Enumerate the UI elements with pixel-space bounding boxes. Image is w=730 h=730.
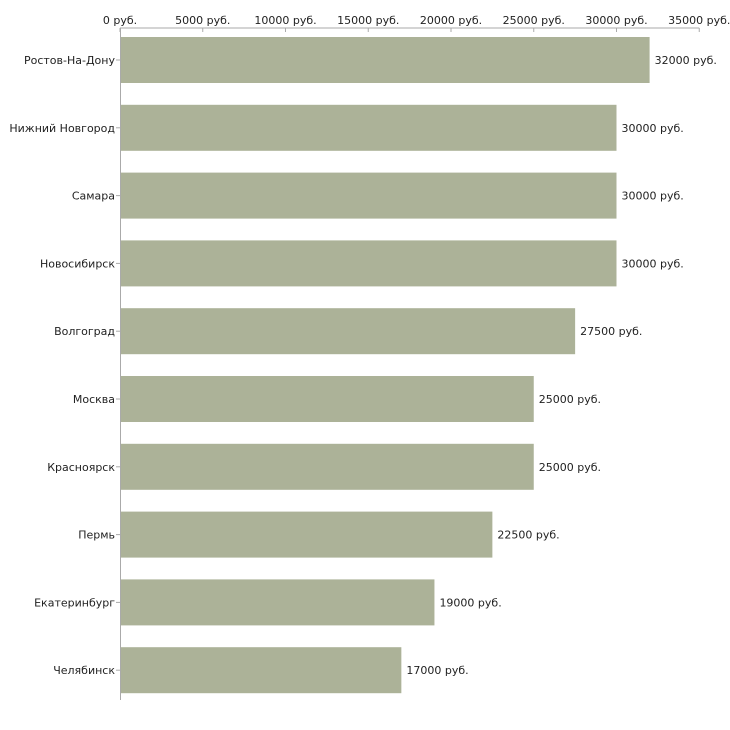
x-tick-label: 5000 руб. bbox=[175, 14, 230, 27]
bar bbox=[121, 647, 402, 694]
category-label: Пермь bbox=[78, 529, 115, 542]
category-label: Красноярск bbox=[47, 461, 115, 474]
category-label: Ростов-На-Дону bbox=[24, 54, 115, 67]
bar bbox=[121, 579, 435, 626]
bar bbox=[121, 443, 534, 490]
x-tick-label: 10000 руб. bbox=[254, 14, 316, 27]
value-label: 32000 руб. bbox=[655, 54, 717, 67]
value-label: 19000 руб. bbox=[439, 596, 501, 609]
bar bbox=[121, 172, 617, 219]
value-label: 27500 руб. bbox=[580, 325, 642, 338]
value-label: 30000 руб. bbox=[622, 122, 684, 135]
category-label: Новосибирск bbox=[40, 257, 115, 270]
bar bbox=[121, 240, 617, 287]
value-label: 17000 руб. bbox=[406, 664, 468, 677]
x-tick-label: 35000 руб. bbox=[668, 14, 730, 27]
bar bbox=[121, 37, 650, 83]
category-label: Москва bbox=[73, 393, 115, 406]
x-tick-label: 0 руб. bbox=[103, 14, 137, 27]
value-label: 22500 руб. bbox=[497, 529, 559, 542]
value-label: 25000 руб. bbox=[539, 461, 601, 474]
value-labels-group: 32000 руб. 30000 руб. 30000 руб. 30000 руб.… bbox=[406, 54, 717, 677]
value-label: 30000 руб. bbox=[622, 257, 684, 270]
category-label: Екатеринбург bbox=[34, 596, 115, 609]
bars-group bbox=[121, 37, 650, 694]
x-tick-label: 15000 руб. bbox=[337, 14, 399, 27]
category-labels-group: Ростов-На-Дону Нижний Новгород Самара Новос… bbox=[9, 54, 115, 677]
x-tick-label: 20000 руб. bbox=[420, 14, 482, 27]
bar bbox=[121, 308, 576, 355]
category-label: Нижний Новгород bbox=[9, 122, 115, 135]
category-label: Самара bbox=[72, 190, 115, 203]
x-ticks-group: 0 руб. 5000 руб. 10000 руб. 15000 руб. 20000… bbox=[103, 14, 730, 32]
bar bbox=[121, 104, 617, 151]
axes-group bbox=[116, 27, 700, 700]
value-label: 25000 руб. bbox=[539, 393, 601, 406]
category-label: Челябинск bbox=[53, 664, 115, 677]
category-label: Волгоград bbox=[54, 325, 115, 338]
bar bbox=[121, 511, 493, 558]
value-label: 30000 руб. bbox=[622, 190, 684, 203]
x-tick-label: 25000 руб. bbox=[503, 14, 565, 27]
x-tick-label: 30000 руб. bbox=[585, 14, 647, 27]
bar bbox=[121, 376, 534, 422]
